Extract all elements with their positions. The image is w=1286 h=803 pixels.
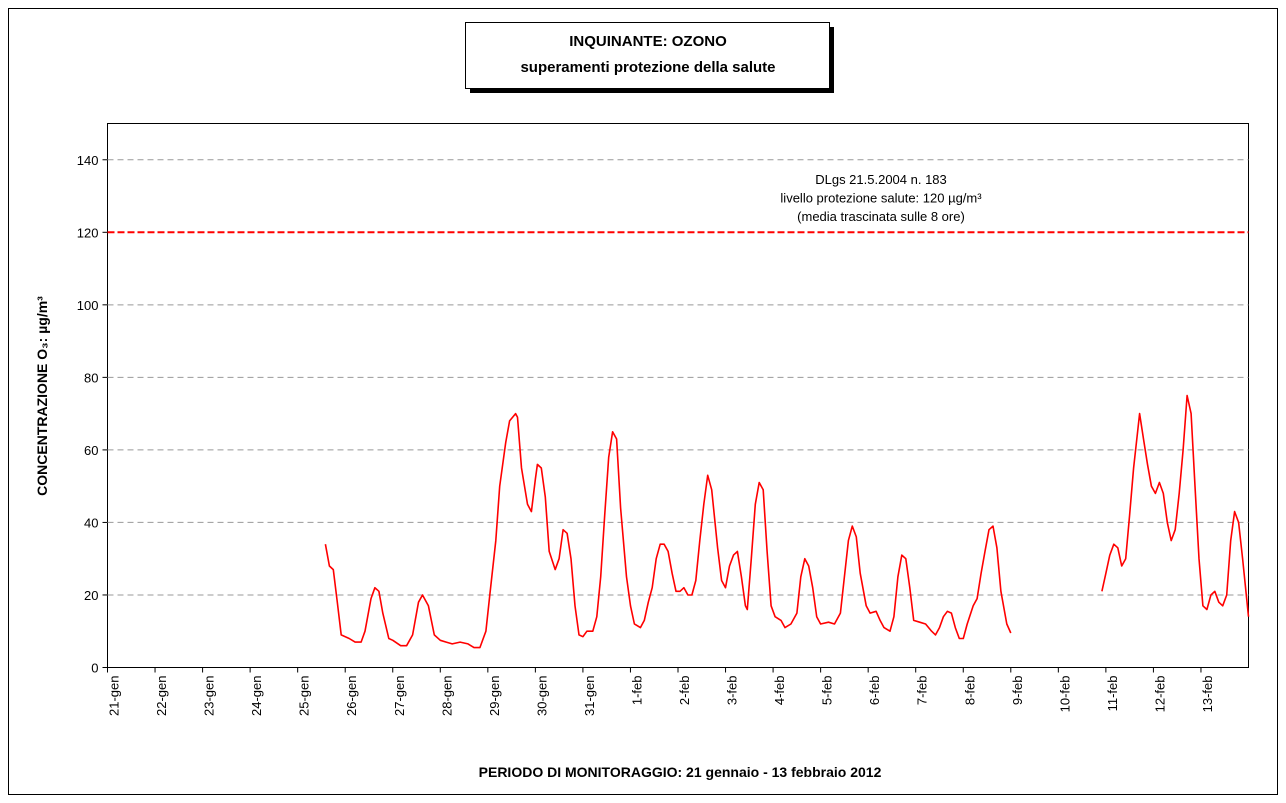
x-tick-label: 6-feb	[867, 676, 882, 706]
x-tick-label: 30-gen	[534, 676, 549, 716]
x-tick-label: 23-gen	[202, 676, 217, 716]
x-tick-label: 4-feb	[772, 676, 787, 706]
title-box	[465, 22, 830, 89]
x-tick-label: 9-feb	[1010, 676, 1025, 706]
y-tick-label: 0	[91, 661, 98, 676]
x-tick-label: 27-gen	[392, 676, 407, 716]
y-tick-label: 80	[84, 370, 98, 385]
x-tick-label: 22-gen	[154, 676, 169, 716]
chart-title: INQUINANTE: OZONO	[569, 33, 727, 50]
y-axis-title: CONCENTRAZIONE O₃: µg/m³	[34, 296, 50, 496]
y-tick-label: 140	[77, 153, 99, 168]
x-tick-label: 25-gen	[297, 676, 312, 716]
x-tick-label: 1-feb	[629, 676, 644, 706]
x-tick-label: 11-feb	[1105, 676, 1120, 712]
y-tick-label: 60	[84, 443, 98, 458]
x-tick-label: 12-feb	[1152, 676, 1167, 713]
x-tick-label: 21-gen	[107, 676, 122, 716]
y-tick-label: 20	[84, 588, 98, 603]
x-tick-label: 29-gen	[487, 676, 502, 716]
plot-area	[107, 123, 1249, 668]
x-tick-label: 2-feb	[677, 676, 692, 706]
x-tick-label: 26-gen	[344, 676, 359, 716]
y-tick-label: 40	[84, 515, 98, 530]
y-tick-label: 100	[77, 298, 99, 313]
threshold-label: livello protezione salute: 120 µg/m³	[780, 191, 982, 206]
threshold-label: DLgs 21.5.2004 n. 183	[815, 172, 947, 187]
x-tick-label: 5-feb	[820, 676, 835, 706]
x-axis-title: PERIODO DI MONITORAGGIO: 21 gennaio - 13…	[479, 764, 882, 780]
chart-subtitle: superamenti protezione della salute	[520, 59, 775, 76]
data-line	[324, 394, 1250, 649]
x-tick-label: 7-feb	[915, 676, 930, 706]
x-tick-label: 8-feb	[962, 676, 977, 706]
x-tick-label: 10-feb	[1057, 676, 1072, 713]
x-tick-label: 3-feb	[725, 676, 740, 706]
threshold-label: (media trascinata sulle 8 ore)	[797, 209, 965, 224]
x-tick-label: 24-gen	[249, 676, 264, 716]
x-tick-label: 13-feb	[1200, 676, 1215, 713]
x-tick-label: 28-gen	[439, 676, 454, 716]
y-tick-label: 120	[77, 225, 99, 240]
x-tick-label: 31-gen	[582, 676, 597, 716]
